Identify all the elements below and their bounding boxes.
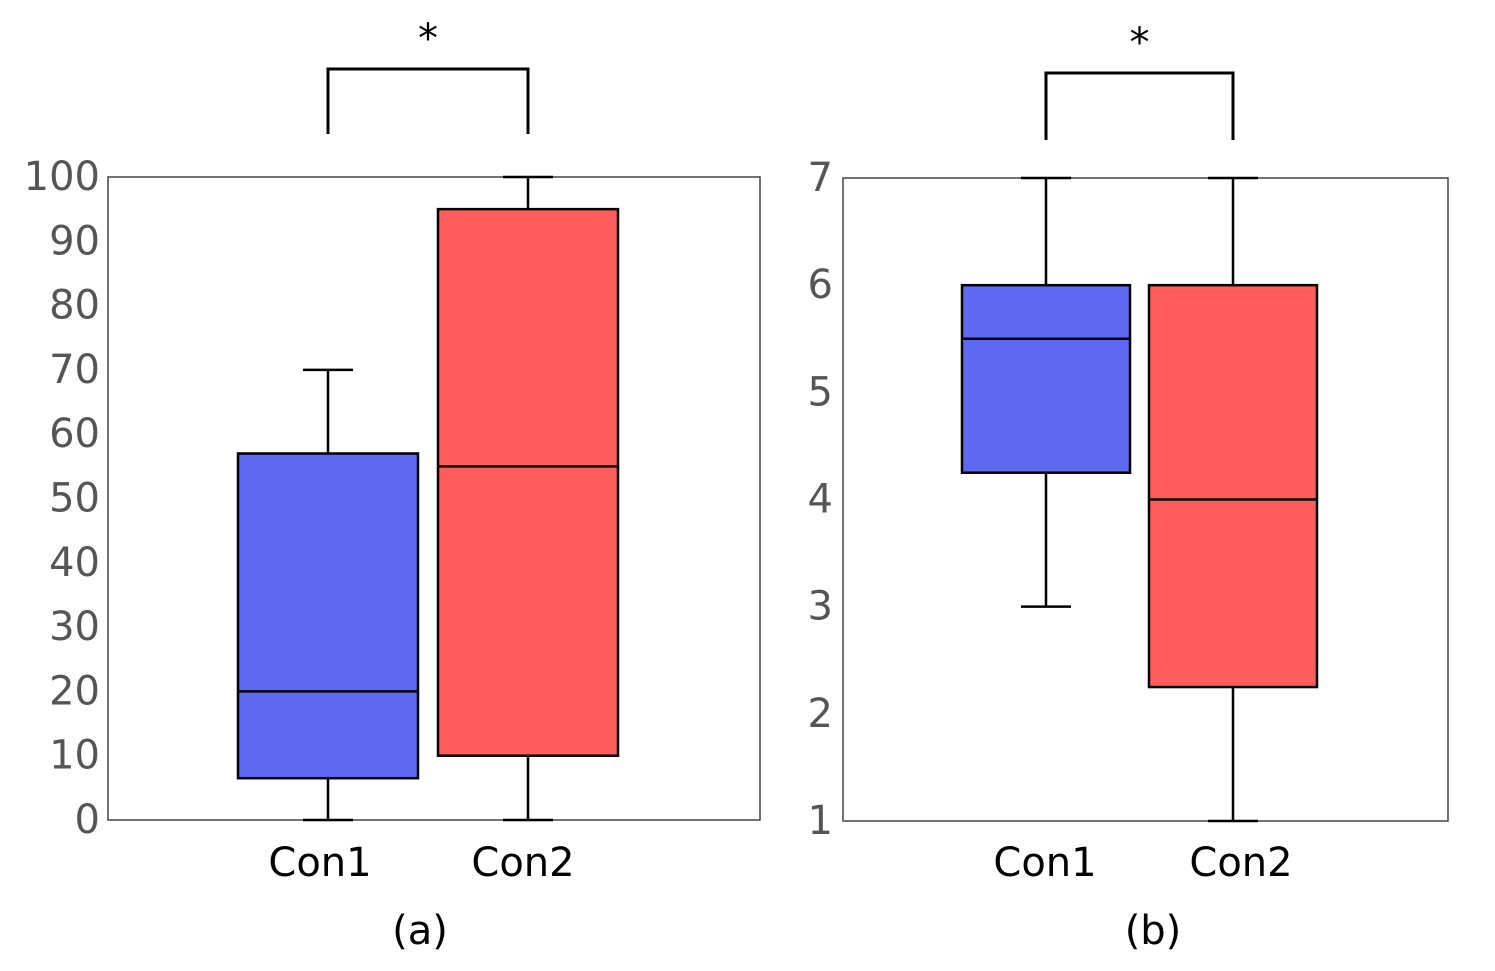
x-tick-label: Con2 [1189, 840, 1292, 886]
significance-bracket [1044, 71, 1235, 140]
panel-a-y-axis: 0 10 20 30 40 50 60 70 80 90 100 [24, 154, 100, 843]
panel-a-x-axis: Con1 Con2 [268, 840, 574, 886]
iqr-box [236, 452, 420, 780]
x-tick-label: Con2 [471, 840, 574, 886]
panel-a: 0 10 20 30 40 50 60 70 80 90 100 Con1 Con2 * (a) [24, 16, 761, 954]
iqr-box [960, 283, 1132, 474]
y-tick-label: 60 [49, 411, 100, 457]
y-tick-label: 1 [808, 798, 833, 844]
y-tick-label: 20 [49, 668, 100, 714]
y-tick-label: 100 [24, 154, 100, 200]
box-con2 [436, 175, 620, 822]
panel-a-frame [107, 176, 761, 821]
y-tick-label: 30 [49, 604, 100, 650]
y-tick-label: 70 [49, 347, 100, 393]
panel-b-significance: * [1044, 20, 1235, 140]
x-tick-label: Con1 [993, 840, 1096, 886]
iqr-box [1147, 283, 1319, 689]
y-tick-label: 0 [75, 797, 100, 843]
panel-a-label: (a) [392, 908, 448, 954]
panel-a-significance: * [326, 16, 530, 134]
panel-b-boxes [960, 176, 1319, 823]
box-con1 [960, 176, 1132, 608]
panel-a-boxes [236, 175, 620, 822]
y-tick-label: 80 [49, 283, 100, 329]
y-tick-label: 6 [808, 262, 833, 308]
panel-b: 1 2 3 4 5 6 7 Con1 Con2 * (b) [808, 20, 1449, 954]
y-tick-label: 2 [808, 691, 833, 737]
y-tick-label: 40 [49, 540, 100, 586]
box-con2 [1147, 176, 1319, 823]
panel-b-y-axis: 1 2 3 4 5 6 7 [808, 155, 833, 844]
x-tick-label: Con1 [268, 840, 371, 886]
y-tick-label: 5 [808, 369, 833, 415]
significance-star: * [418, 16, 438, 62]
y-tick-label: 90 [49, 218, 100, 264]
panel-b-frame [842, 177, 1449, 822]
y-tick-label: 4 [808, 477, 833, 523]
panel-b-label: (b) [1125, 908, 1182, 954]
y-tick-label: 3 [808, 584, 833, 630]
y-tick-label: 7 [808, 155, 833, 201]
iqr-box [436, 207, 620, 757]
y-tick-label: 50 [49, 476, 100, 522]
significance-star: * [1130, 20, 1150, 66]
significance-bracket [326, 67, 530, 134]
y-tick-label: 10 [49, 733, 100, 779]
panel-b-x-axis: Con1 Con2 [993, 840, 1292, 886]
box-con1 [236, 368, 420, 822]
